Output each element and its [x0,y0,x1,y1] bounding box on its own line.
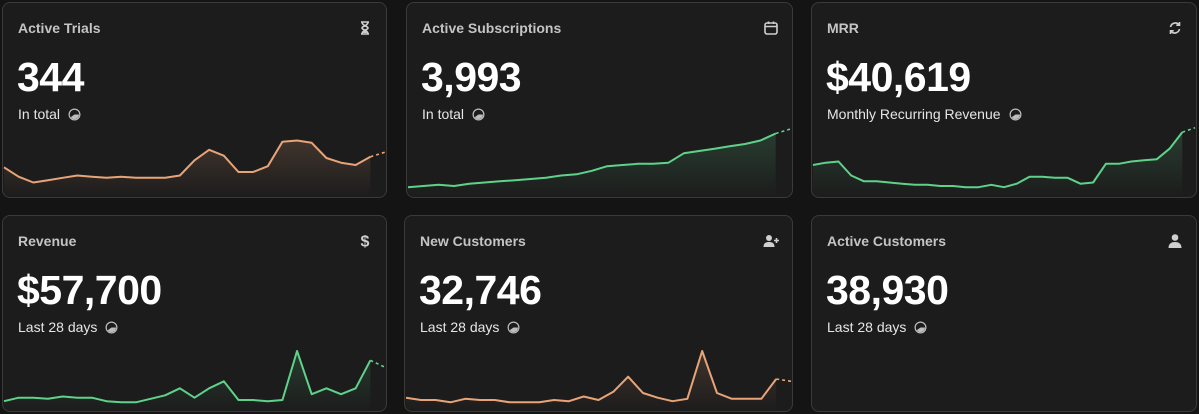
card-subtitle-text: Monthly Recurring Revenue [827,106,1001,122]
card-active-subscriptions[interactable]: Active Subscriptions 3,993 In total [406,2,793,198]
card-active-trials[interactable]: Active Trials 344 In total [2,2,387,198]
info-icon[interactable] [105,321,118,334]
card-value: 38,930 [826,267,949,313]
card-value: 3,993 [421,54,522,100]
card-title: New Customers [420,233,526,249]
sparkline-area [3,351,371,411]
hourglass-icon [361,21,369,35]
card-subtitle-text: In total [18,106,61,122]
sparkline-chart [407,117,792,197]
card-subtitle-text: Last 28 days [827,319,907,335]
dollar-icon: $ [361,234,370,251]
card-subtitle-text: Last 28 days [420,319,500,335]
card-subtitle: Monthly Recurring Revenue [827,106,1022,122]
info-icon[interactable] [68,108,81,121]
card-value: $40,619 [826,54,971,100]
card-subtitle: In total [422,106,485,122]
info-icon[interactable] [1009,108,1022,121]
card-title: Active Subscriptions [422,20,562,36]
sparkline-area [812,132,1183,197]
info-icon[interactable] [914,321,927,334]
calendar-icon [764,21,778,35]
info-icon[interactable] [507,321,520,334]
info-icon[interactable] [472,108,485,121]
card-active-customers[interactable]: Active Customers 38,930 Last 28 days [811,215,1197,412]
sparkline-chart [405,331,792,411]
card-subtitle-text: In total [422,106,465,122]
card-subtitle-text: Last 28 days [18,319,98,335]
svg-text:$: $ [361,234,370,251]
card-revenue[interactable]: Revenue $ $57,700 Last 28 days [2,215,387,412]
sparkline-projection [370,360,385,367]
card-value: 32,746 [419,267,542,313]
sparkline-area [405,351,777,411]
sparkline-projection [370,152,385,157]
card-subtitle: Last 28 days [420,319,520,335]
card-new-customers[interactable]: New Customers 32,746 Last 28 days [404,215,793,412]
sparkline-line [813,132,1182,187]
sparkline-line [408,134,776,188]
sparkline-projection [1182,128,1195,133]
card-subtitle: Last 28 days [827,319,927,335]
card-mrr[interactable]: MRR $40,619 Monthly Recurring Revenue [811,2,1197,198]
sparkline-area [407,133,776,197]
card-title: Active Customers [827,233,947,249]
sparkline-chart [3,331,386,411]
sparkline-line [406,351,776,402]
card-subtitle: In total [18,106,81,122]
card-title: MRR [827,20,859,36]
sparkline-chart [3,117,386,197]
add-user-icon [763,235,779,247]
sparkline-line [4,141,370,183]
sparkline-line [4,351,370,402]
sparkline-projection [776,379,791,381]
sparkline-projection [776,129,791,134]
card-value: $57,700 [17,267,162,313]
card-value: 344 [17,54,84,100]
user-icon [1168,234,1182,248]
card-title: Active Trials [18,20,101,36]
sparkline-chart [812,117,1196,197]
refresh-icon [1169,22,1181,34]
card-title: Revenue [18,233,77,249]
card-subtitle: Last 28 days [18,319,118,335]
